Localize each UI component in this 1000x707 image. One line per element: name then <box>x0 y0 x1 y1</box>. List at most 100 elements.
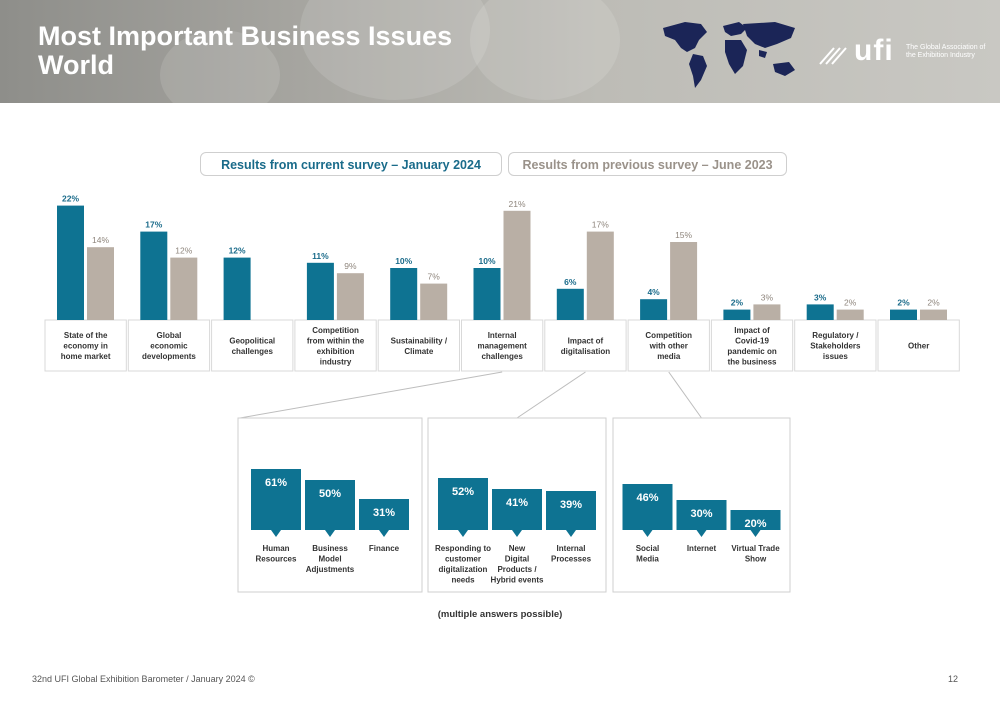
bar-current <box>723 309 751 320</box>
detail-bar <box>359 499 409 537</box>
bar-previous <box>336 273 364 320</box>
category-label-box <box>710 319 794 372</box>
category-label: Geopolitical challenges <box>229 336 275 356</box>
bar-previous <box>836 309 864 320</box>
category-label-box <box>877 319 960 372</box>
detail-category-label: Business Model Adjustments <box>306 544 355 574</box>
category-label-box <box>461 319 544 372</box>
data-label-previous: 2% <box>927 298 940 308</box>
bar-previous <box>420 283 448 320</box>
bar-previous <box>87 247 114 320</box>
data-label-current: 12% <box>229 246 246 256</box>
detail-data-label: 20% <box>744 518 766 530</box>
detail-bar <box>546 491 596 537</box>
bar-previous <box>503 210 531 320</box>
data-label-current: 10% <box>395 256 412 266</box>
world-map-icon <box>663 22 795 88</box>
data-label-previous: 7% <box>428 272 441 282</box>
detail-data-label: 31% <box>373 507 395 519</box>
bar-previous <box>586 231 614 320</box>
logo-swoosh-icon <box>819 47 847 65</box>
detail-data-label: 52% <box>452 486 474 498</box>
header-banner: Most Important Business Issues World ufi… <box>0 0 1000 103</box>
bar-previous <box>170 257 198 320</box>
data-label-current: 3% <box>814 292 827 302</box>
detail-data-label: 50% <box>319 488 341 500</box>
category-label: Internal management challenges <box>477 331 527 361</box>
category-label: Competition from within the exhibition indu… <box>307 326 365 367</box>
category-label-box <box>377 319 461 372</box>
bar-current <box>890 309 917 320</box>
data-label-current: 2% <box>731 298 744 308</box>
detail-bar <box>676 500 727 537</box>
detail-data-label: 61% <box>265 477 287 489</box>
detail-category-label: Internal Processes <box>551 544 592 564</box>
legend-current: Results from current survey – January 20… <box>200 152 502 176</box>
detail-bar <box>251 469 301 537</box>
detail-category-label: Social Media <box>636 544 660 564</box>
logo-tagline: The Global Association of the Exhibition… <box>906 44 986 59</box>
data-label-previous: 3% <box>761 292 774 302</box>
category-label: Other <box>908 342 929 351</box>
connector-line <box>668 371 702 419</box>
detail-bar <box>730 510 781 537</box>
footer-text: 32nd UFI Global Exhibition Barometer / J… <box>32 674 255 684</box>
data-label-current: 2% <box>897 298 910 308</box>
category-label-box <box>294 319 377 372</box>
page-title-line-2: World <box>38 50 114 80</box>
logo-wordmark: ufi <box>854 34 894 67</box>
category-label: State of the economy in home market <box>61 331 111 361</box>
detail-data-label: 46% <box>636 492 658 504</box>
detail-category-label: Responding to customer digitalization needs <box>435 544 491 585</box>
data-label-previous: 12% <box>175 246 192 256</box>
detail-data-label: 41% <box>506 497 528 509</box>
detail-category-label: Finance <box>369 544 400 553</box>
connector-line <box>516 371 586 419</box>
data-label-current: 11% <box>312 251 329 261</box>
category-label: Impact of digitalisation <box>561 336 610 356</box>
category-label-box <box>211 319 294 372</box>
category-label: Global economic developments <box>142 331 196 361</box>
data-label-previous: 15% <box>675 230 692 240</box>
multiple-answers-note: (multiple answers possible) <box>437 609 563 620</box>
category-label-box <box>127 319 211 372</box>
category-label-box <box>544 319 627 372</box>
category-label: Regulatory / Stakeholders issues <box>810 331 861 361</box>
detail-bar <box>438 478 488 537</box>
bar-current <box>556 288 584 320</box>
detail-bar <box>492 489 542 537</box>
detail-bar <box>622 484 673 537</box>
data-label-previous: 2% <box>844 298 857 308</box>
category-label: Sustainability / Climate <box>391 336 448 356</box>
bar-current <box>223 257 251 320</box>
category-label-box <box>794 319 877 372</box>
bar-current <box>390 268 418 320</box>
bar-current <box>57 205 84 320</box>
category-label: Impact of Covid-19 pandemic on the business <box>727 326 777 367</box>
page-title-line-1: Most Important Business Issues <box>38 21 453 51</box>
data-label-current: 22% <box>62 194 79 204</box>
category-label: Competition with other media <box>645 331 692 361</box>
detail-data-label: 30% <box>690 508 712 520</box>
bar-previous <box>920 309 947 320</box>
data-label-previous: 17% <box>592 220 609 230</box>
page-title: Most Important Business Issues World <box>38 22 452 80</box>
data-label-current: 4% <box>647 287 660 297</box>
page-number: 12 <box>948 674 959 684</box>
data-label-previous: 14% <box>92 235 109 245</box>
data-label-previous: 9% <box>344 261 357 271</box>
detail-category-label: Internet <box>687 544 717 553</box>
category-label-box <box>627 319 710 372</box>
bar-current <box>640 299 668 320</box>
connector-line <box>239 371 503 419</box>
category-label-box <box>44 319 127 372</box>
detail-category-label: New Digital Products / Hybrid events <box>491 544 544 585</box>
bar-previous <box>753 304 781 320</box>
bar-current <box>806 304 834 320</box>
data-label-current: 17% <box>145 220 162 230</box>
detail-bar <box>305 480 355 537</box>
detail-data-label: 39% <box>560 499 582 511</box>
data-label-current: 10% <box>478 256 495 266</box>
legend-previous: Results from previous survey – June 2023 <box>508 152 787 176</box>
